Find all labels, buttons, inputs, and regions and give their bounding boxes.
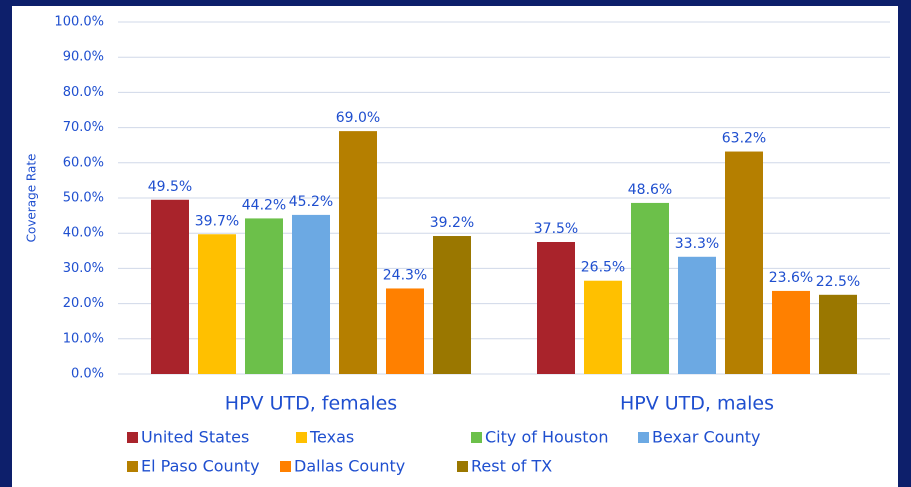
data-label: 24.3% <box>383 267 427 283</box>
data-label: 69.0% <box>336 110 380 126</box>
y-tick-label: 100.0% <box>54 15 104 30</box>
x-tick-label: HPV UTD, females <box>225 393 397 415</box>
legend-label: Dallas County <box>294 457 405 476</box>
legend-swatch <box>280 461 291 472</box>
data-label: 22.5% <box>816 274 860 290</box>
bar <box>386 288 424 374</box>
bar <box>339 131 377 374</box>
x-tick-label: HPV UTD, males <box>620 393 774 415</box>
bar <box>631 202 669 374</box>
data-label: 63.2% <box>722 131 766 147</box>
y-tick-label: 0.0% <box>71 367 104 382</box>
bar <box>198 234 236 374</box>
legend-label: United States <box>141 428 249 447</box>
data-label: 48.6% <box>628 182 672 198</box>
y-tick-label: 50.0% <box>63 191 104 206</box>
bar <box>584 280 622 374</box>
y-tick-label: 30.0% <box>63 261 104 276</box>
bar <box>537 242 575 374</box>
data-label: 33.3% <box>675 236 719 252</box>
data-label: 49.5% <box>148 179 192 195</box>
data-label: 39.7% <box>195 213 239 229</box>
bar <box>433 236 471 374</box>
y-tick-label: 20.0% <box>63 296 104 311</box>
data-label: 23.6% <box>769 270 813 286</box>
bar <box>292 214 330 374</box>
y-tick-label: 10.0% <box>63 331 104 346</box>
legend-swatch <box>127 461 138 472</box>
bar <box>772 290 810 374</box>
bar <box>151 199 189 374</box>
bar <box>678 256 716 374</box>
y-tick-label: 60.0% <box>63 155 104 170</box>
data-label: 39.2% <box>430 215 474 231</box>
bar <box>819 294 857 374</box>
y-tick-label: 90.0% <box>63 50 104 65</box>
legend-label: Texas <box>309 428 354 447</box>
y-tick-label: 70.0% <box>63 120 104 135</box>
y-axis-label: Coverage Rate <box>25 154 39 243</box>
legend-swatch <box>471 432 482 443</box>
legend-label: Bexar County <box>652 428 760 447</box>
legend-swatch <box>638 432 649 443</box>
legend-swatch <box>457 461 468 472</box>
bar <box>245 218 283 374</box>
data-label: 37.5% <box>534 221 578 237</box>
bar <box>725 151 763 374</box>
data-label: 45.2% <box>289 194 333 210</box>
legend-swatch <box>127 432 138 443</box>
data-label: 26.5% <box>581 260 625 276</box>
y-tick-label: 40.0% <box>63 226 104 241</box>
y-tick-label: 80.0% <box>63 85 104 100</box>
data-label: 44.2% <box>242 197 286 213</box>
legend-swatch <box>296 432 307 443</box>
legend-label: City of Houston <box>485 428 608 447</box>
legend-label: El Paso County <box>141 457 260 476</box>
legend-label: Rest of TX <box>471 457 552 476</box>
